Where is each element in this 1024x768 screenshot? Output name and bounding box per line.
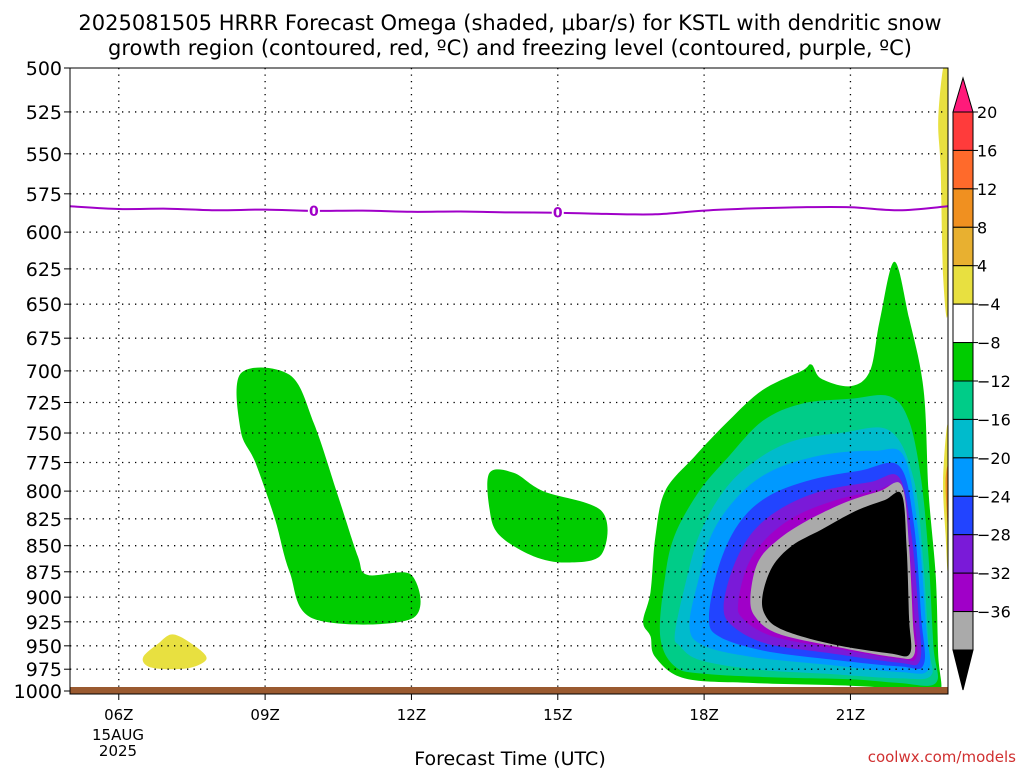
omega-region-1 [487,469,608,563]
colorbar-bottom-triangle [952,649,974,691]
colorbar-swatch-9 [952,418,974,459]
y-tick-label-20: 1000 [14,681,62,703]
colorbar-label-12: −32 [977,564,1011,583]
plot-frame [69,67,949,695]
omega-region-0 [236,367,421,625]
colorbar: 20 16 12 8 4 −4 −8 −12 −16 −20 −24 −28 −32 −36 [952,76,1011,691]
y-tick-label-1: 525 [26,102,62,124]
y-tick-label-18: 950 [26,636,62,658]
colorbar-swatch-6 [952,303,974,344]
colorbar-label-0: 20 [977,103,997,122]
colorbar-label-7: −12 [977,372,1011,391]
credit-text: coolwx.com/models [868,748,1016,766]
x-tick-label-5: 21Z [836,706,865,724]
x-tick-label-1: 09Z [250,706,279,724]
x-tick-label-2: 12Z [397,706,426,724]
colorbar-label-11: −28 [977,526,1011,545]
colorbar-swatch-1 [952,111,974,151]
omega-region-12 [761,491,912,657]
grid-lines [70,68,948,692]
colorbar-swatch-3 [952,188,974,228]
colorbar-swatch-12 [952,534,974,574]
colorbar-label-1: 16 [977,141,997,160]
colorbar-swatch-5 [952,265,974,305]
colorbar-swatch-7 [952,342,974,382]
chart-title-line1: 2025081505 HRRR Forecast Omega (shaded, … [78,11,941,35]
colorbar-swatch-11 [952,495,974,536]
colorbar-swatch-14 [952,611,974,651]
y-tick-label-13: 825 [26,509,62,531]
y-tick-label-6: 650 [26,294,62,316]
colorbar-label-13: −36 [977,603,1011,622]
colorbar-swatch-4 [952,226,974,267]
y-tick-label-17: 925 [26,612,62,634]
y-tick-label-19: 975 [26,659,62,681]
colorbar-label-10: −24 [977,487,1011,506]
ground-strip [70,687,948,694]
freezing-level-label-1: 0 [553,206,563,222]
x-axis-label: Forecast Time (UTC) [414,748,605,768]
colorbar-label-2: 12 [977,180,997,199]
y-tick-label-14: 850 [26,536,62,558]
y-tick-label-16: 900 [26,587,62,609]
x-date-year: 2025 [99,742,137,760]
omega-region-13 [943,424,948,572]
y-tick-label-12: 800 [26,481,62,503]
omega-shading [142,68,948,692]
colorbar-swatch-8 [952,380,974,420]
y-tick-label-3: 575 [26,184,62,206]
freezing-level-line [69,205,949,216]
freezing-level-label-bg-0 [307,203,320,218]
chart-title-line2: growth region (contoured, red, ºC) and f… [108,36,912,60]
colorbar-label-5: −4 [977,295,1001,314]
y-axis: 500 525 550 575 600 625 650 675 700 725 750 775 800 8… [14,58,70,703]
omega-region-3 [938,68,948,318]
y-tick-label-10: 750 [26,423,62,445]
freezing-level-label-0: 0 [309,204,319,220]
y-tick-label-4: 600 [26,222,62,244]
omega-region-14 [945,466,948,526]
x-tick-label-0: 06Z [104,706,133,724]
colorbar-swatch-2 [952,149,974,190]
colorbar-label-9: −20 [977,449,1011,468]
y-tick-label-11: 775 [26,453,62,475]
colorbar-label-8: −16 [977,410,1011,429]
colorbar-label-4: 4 [977,257,987,276]
colorbar-top-triangle [952,76,974,113]
colorbar-label-3: 8 [977,218,987,237]
y-tick-label-5: 625 [26,259,62,281]
colorbar-swatch-10 [952,457,974,497]
x-tick-label-4: 18Z [689,706,718,724]
x-tick-label-3: 15Z [543,706,572,724]
x-axis: 06Z 09Z 12Z 15Z 18Z 21Z [104,694,865,724]
colorbar-label-6: −8 [977,334,1001,353]
omega-region-2 [142,634,207,670]
x-date-day: 15AUG [92,726,144,744]
y-tick-label-15: 875 [26,562,62,584]
y-tick-label-8: 700 [26,361,62,383]
y-tick-label-7: 675 [26,328,62,350]
y-tick-label-9: 725 [26,392,62,414]
freezing-level-label-bg-1 [551,205,564,220]
y-tick-label-2: 550 [26,144,62,166]
colorbar-swatch-13 [952,572,974,613]
y-tick-label-0: 500 [26,58,62,80]
